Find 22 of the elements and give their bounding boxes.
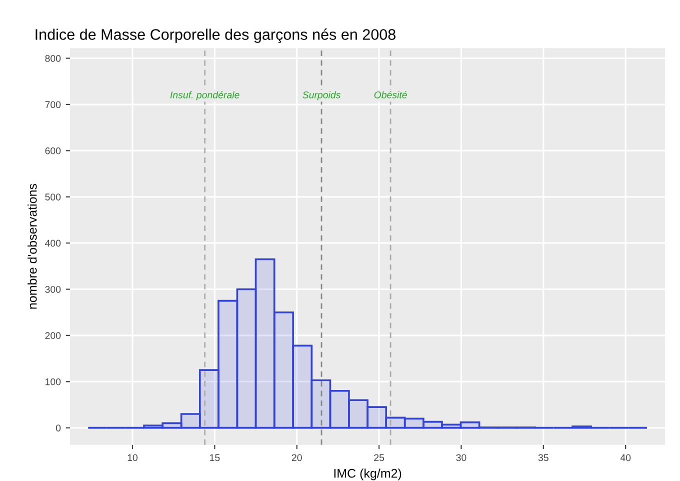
ref-line-label: Surpoids bbox=[302, 91, 341, 100]
x-axis-title: IMC (kg/m2) bbox=[334, 468, 402, 480]
y-tick-label: 700 bbox=[45, 101, 61, 108]
x-tick-label: 10 bbox=[128, 454, 138, 462]
y-tick-label: 200 bbox=[45, 332, 61, 340]
x-tick-label: 15 bbox=[210, 454, 220, 462]
ref-line-label: Insuf. pondérale bbox=[170, 91, 240, 100]
y-tick-label: 400 bbox=[45, 240, 61, 247]
y-tick-label: 300 bbox=[45, 286, 61, 293]
x-tick-label: 25 bbox=[374, 454, 384, 462]
y-tick-label: 500 bbox=[45, 194, 61, 200]
y-tick-label: 100 bbox=[46, 378, 61, 386]
y-tick-label: 0 bbox=[56, 424, 61, 432]
x-tick-label: 40 bbox=[620, 454, 631, 462]
y-tick-label: 600 bbox=[45, 147, 61, 154]
ref-line-label: Obésité bbox=[374, 91, 407, 98]
x-tick-label: 35 bbox=[538, 454, 548, 462]
y-axis-title: nombre d'observations bbox=[28, 184, 37, 309]
x-tick-label: 30 bbox=[456, 454, 466, 462]
y-tick-label: 800 bbox=[45, 54, 61, 62]
chart-title: Indice de Masse Corporelle des garçons nés en 2008 bbox=[36, 28, 396, 44]
x-tick-label: 20 bbox=[292, 454, 302, 462]
